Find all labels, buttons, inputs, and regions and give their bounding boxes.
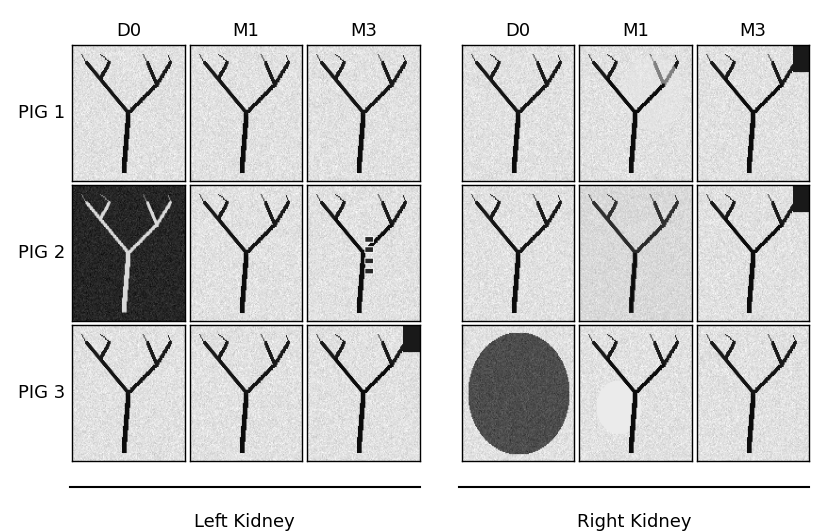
Text: Right Kidney: Right Kidney xyxy=(577,513,690,531)
Text: PIG 2: PIG 2 xyxy=(18,244,66,262)
Text: PIG 1: PIG 1 xyxy=(19,104,66,122)
Text: M1: M1 xyxy=(233,22,259,40)
Text: Left Kidney: Left Kidney xyxy=(194,513,295,531)
Text: PIG 3: PIG 3 xyxy=(18,384,66,402)
Text: D0: D0 xyxy=(505,22,530,40)
Text: M3: M3 xyxy=(739,22,766,40)
Text: D0: D0 xyxy=(115,22,141,40)
Text: M3: M3 xyxy=(350,22,377,40)
Text: M1: M1 xyxy=(622,22,648,40)
